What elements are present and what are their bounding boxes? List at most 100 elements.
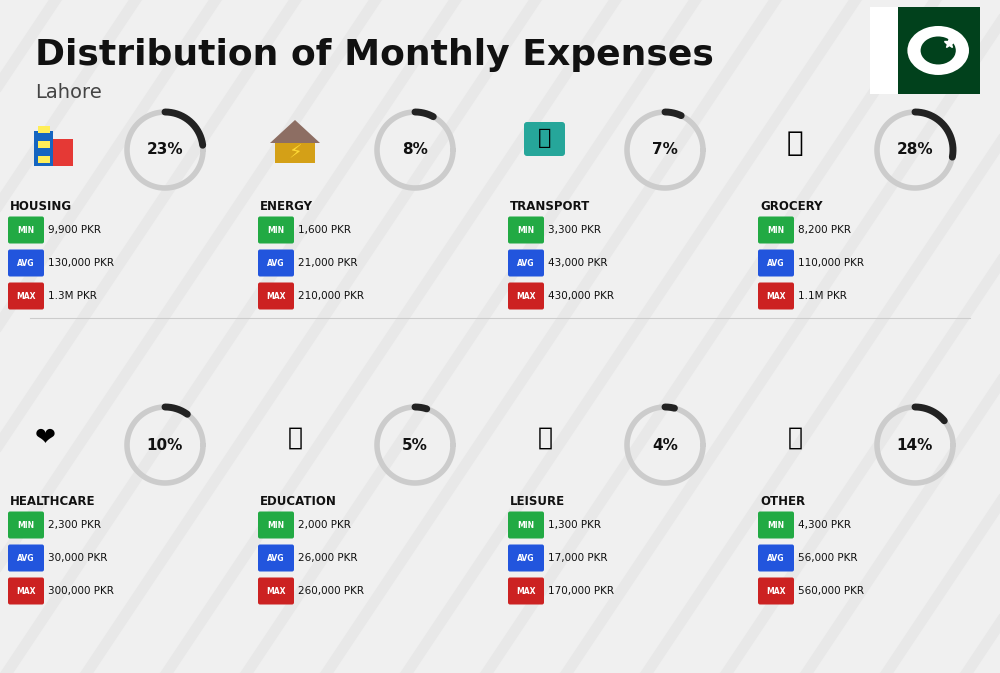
Text: MAX: MAX	[516, 291, 536, 301]
Text: 2,300 PKR: 2,300 PKR	[48, 520, 101, 530]
FancyBboxPatch shape	[870, 7, 898, 94]
FancyBboxPatch shape	[258, 250, 294, 277]
FancyBboxPatch shape	[524, 122, 565, 156]
FancyBboxPatch shape	[758, 577, 794, 604]
Text: 7%: 7%	[652, 143, 678, 157]
Text: MIN: MIN	[767, 225, 785, 235]
Text: MIN: MIN	[767, 521, 785, 530]
Text: 17,000 PKR: 17,000 PKR	[548, 553, 608, 563]
Text: MIN: MIN	[267, 521, 285, 530]
Text: 14%: 14%	[897, 437, 933, 452]
Text: 1,300 PKR: 1,300 PKR	[548, 520, 601, 530]
Text: 9,900 PKR: 9,900 PKR	[48, 225, 101, 235]
FancyBboxPatch shape	[508, 250, 544, 277]
FancyBboxPatch shape	[864, 3, 986, 99]
Text: MIN: MIN	[517, 225, 535, 235]
Text: MAX: MAX	[766, 291, 786, 301]
Text: MAX: MAX	[266, 587, 286, 596]
FancyBboxPatch shape	[53, 139, 73, 166]
Text: 🎓: 🎓	[288, 426, 302, 450]
Text: HEALTHCARE: HEALTHCARE	[10, 495, 96, 508]
FancyBboxPatch shape	[508, 577, 544, 604]
FancyBboxPatch shape	[258, 544, 294, 571]
Text: 430,000 PKR: 430,000 PKR	[548, 291, 614, 301]
Text: AVG: AVG	[267, 258, 285, 268]
Text: 👛: 👛	[787, 426, 802, 450]
FancyBboxPatch shape	[38, 126, 45, 133]
FancyBboxPatch shape	[758, 511, 794, 538]
Text: AVG: AVG	[517, 554, 535, 563]
Text: 10%: 10%	[147, 437, 183, 452]
Text: 1,600 PKR: 1,600 PKR	[298, 225, 351, 235]
Text: MIN: MIN	[17, 521, 35, 530]
Polygon shape	[270, 120, 320, 143]
Text: 300,000 PKR: 300,000 PKR	[48, 586, 114, 596]
FancyBboxPatch shape	[258, 217, 294, 244]
Text: TRANSPORT: TRANSPORT	[510, 200, 590, 213]
FancyBboxPatch shape	[508, 283, 544, 310]
Text: LEISURE: LEISURE	[510, 495, 565, 508]
FancyBboxPatch shape	[258, 577, 294, 604]
Text: MIN: MIN	[517, 521, 535, 530]
FancyBboxPatch shape	[43, 156, 50, 163]
Text: 1.1M PKR: 1.1M PKR	[798, 291, 847, 301]
Text: 110,000 PKR: 110,000 PKR	[798, 258, 864, 268]
Text: 2,000 PKR: 2,000 PKR	[298, 520, 351, 530]
Text: MAX: MAX	[516, 587, 536, 596]
Text: 30,000 PKR: 30,000 PKR	[48, 553, 107, 563]
FancyBboxPatch shape	[758, 283, 794, 310]
Text: 5%: 5%	[402, 437, 428, 452]
Text: HOUSING: HOUSING	[10, 200, 72, 213]
FancyBboxPatch shape	[758, 544, 794, 571]
Text: 🛍️: 🛍️	[538, 426, 552, 450]
FancyBboxPatch shape	[43, 126, 50, 133]
Text: 🛒: 🛒	[787, 129, 803, 157]
Text: MAX: MAX	[766, 587, 786, 596]
Text: 56,000 PKR: 56,000 PKR	[798, 553, 858, 563]
FancyBboxPatch shape	[508, 217, 544, 244]
Wedge shape	[907, 26, 969, 75]
FancyBboxPatch shape	[38, 141, 45, 148]
Text: AVG: AVG	[767, 554, 785, 563]
Text: MAX: MAX	[16, 587, 36, 596]
FancyBboxPatch shape	[34, 131, 53, 166]
Text: ENERGY: ENERGY	[260, 200, 313, 213]
FancyBboxPatch shape	[258, 511, 294, 538]
FancyBboxPatch shape	[8, 217, 44, 244]
Text: AVG: AVG	[517, 258, 535, 268]
Text: Lahore: Lahore	[35, 83, 102, 102]
Text: 260,000 PKR: 260,000 PKR	[298, 586, 364, 596]
Text: AVG: AVG	[17, 258, 35, 268]
Text: AVG: AVG	[767, 258, 785, 268]
FancyBboxPatch shape	[758, 217, 794, 244]
FancyBboxPatch shape	[258, 283, 294, 310]
Text: 8%: 8%	[402, 143, 428, 157]
Text: 1.3M PKR: 1.3M PKR	[48, 291, 97, 301]
Text: 28%: 28%	[897, 143, 933, 157]
Text: ❤️: ❤️	[35, 426, 56, 450]
Text: 3,300 PKR: 3,300 PKR	[548, 225, 601, 235]
FancyBboxPatch shape	[8, 577, 44, 604]
Text: 560,000 PKR: 560,000 PKR	[798, 586, 864, 596]
FancyBboxPatch shape	[8, 250, 44, 277]
Text: MAX: MAX	[266, 291, 286, 301]
FancyBboxPatch shape	[38, 156, 45, 163]
Text: AVG: AVG	[267, 554, 285, 563]
FancyBboxPatch shape	[43, 141, 50, 148]
Text: 130,000 PKR: 130,000 PKR	[48, 258, 114, 268]
Text: 210,000 PKR: 210,000 PKR	[298, 291, 364, 301]
FancyBboxPatch shape	[8, 544, 44, 571]
FancyBboxPatch shape	[508, 511, 544, 538]
Text: 8,200 PKR: 8,200 PKR	[798, 225, 851, 235]
Text: MIN: MIN	[17, 225, 35, 235]
Text: ⚡: ⚡	[288, 143, 302, 162]
Text: GROCERY: GROCERY	[760, 200, 822, 213]
Text: 4,300 PKR: 4,300 PKR	[798, 520, 851, 530]
Polygon shape	[275, 143, 315, 163]
FancyBboxPatch shape	[758, 250, 794, 277]
Text: 4%: 4%	[652, 437, 678, 452]
Text: 26,000 PKR: 26,000 PKR	[298, 553, 358, 563]
Text: 🚌: 🚌	[538, 128, 552, 148]
Text: EDUCATION: EDUCATION	[260, 495, 337, 508]
Text: 21,000 PKR: 21,000 PKR	[298, 258, 358, 268]
